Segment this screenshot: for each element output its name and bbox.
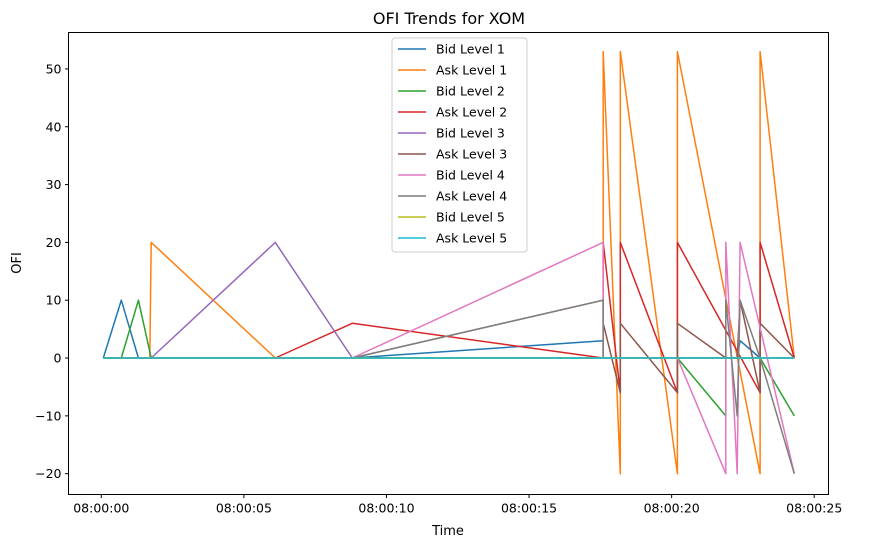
y-tick-label: 20: [46, 235, 62, 250]
legend-label: Ask Level 2: [436, 105, 507, 120]
x-tick-label: 08:00:25: [786, 501, 842, 516]
legend-label: Bid Level 3: [436, 126, 505, 141]
legend-label: Bid Level 1: [436, 42, 505, 57]
y-tick-label: −10: [35, 408, 61, 423]
x-tick-label: 08:00:10: [358, 501, 414, 516]
x-axis: 08:00:00 08:00:05 08:00:10 08:00:15 08:00:20…: [73, 494, 842, 516]
plot-frame: [68, 32, 829, 495]
legend-label: Bid Level 4: [436, 168, 505, 183]
legend: Bid Level 1 Ask Level 1 Bid Level 2 Ask Lev…: [391, 37, 528, 253]
legend-label: Ask Level 5: [436, 231, 507, 246]
series-line-2: [103, 50, 796, 475]
legend-label: Ask Level 4: [436, 189, 507, 204]
y-tick-label: −20: [35, 466, 61, 481]
legend-label: Bid Level 2: [436, 84, 505, 99]
y-axis: −20 −10 0 10 20 30 40 50: [35, 61, 69, 481]
y-tick-label: 0: [54, 351, 62, 366]
legend-label: Ask Level 1: [436, 63, 507, 78]
x-axis-label: Time: [431, 524, 464, 539]
x-tick-label: 08:00:20: [644, 501, 700, 516]
y-axis-label: OFI: [10, 252, 25, 274]
x-tick-label: 08:00:05: [216, 501, 272, 516]
legend-label: Ask Level 3: [436, 147, 507, 162]
y-tick-label: 30: [46, 177, 62, 192]
series-line-8: [103, 299, 796, 474]
y-tick-label: 40: [46, 119, 62, 134]
x-tick-label: 08:00:15: [501, 501, 557, 516]
x-tick-label: 08:00:00: [73, 501, 129, 516]
chart-title: OFI Trends for XOM: [373, 9, 525, 28]
series-lines: [102, 50, 796, 475]
y-tick-label: 10: [46, 293, 62, 308]
legend-label: Bid Level 5: [436, 210, 505, 225]
y-tick-label: 50: [46, 61, 62, 76]
